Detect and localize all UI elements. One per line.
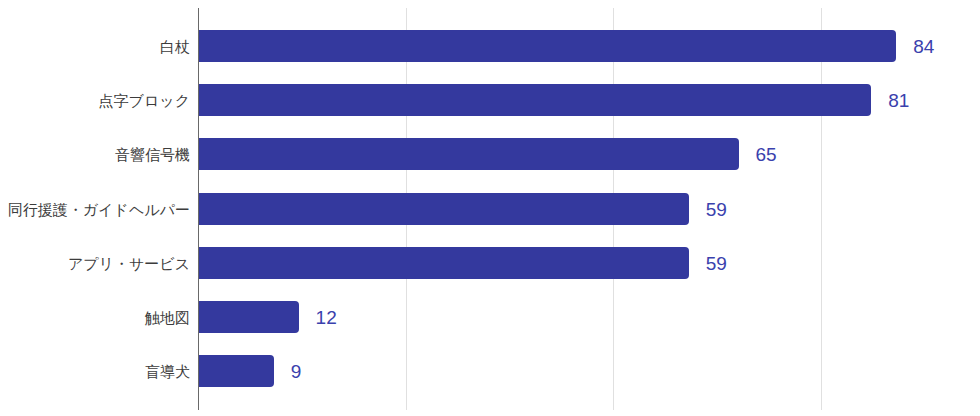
value-label: 65 [756,145,777,164]
bar [199,84,871,116]
category-label: 触地図 [0,309,190,324]
bar-chart: 白杖 84 点字ブロック 81 音響信号機 65 同行援護・ガイドヘルパー 59 アプリ・サービ… [0,0,980,416]
category-label: 白杖 [0,39,190,54]
x-gridline [821,8,822,410]
bar [199,301,299,333]
bar [199,138,739,170]
value-label: 12 [316,307,337,326]
category-label: 音響信号機 [0,147,190,162]
bar [199,193,689,225]
bar [199,30,896,62]
value-label: 9 [291,362,302,381]
category-label: アプリ・サービス [0,255,190,270]
value-label: 59 [706,199,727,218]
category-label: 盲導犬 [0,364,190,379]
bar [199,355,274,387]
plot-area: 白杖 84 点字ブロック 81 音響信号機 65 同行援護・ガイドヘルパー 59 アプリ・サービ… [0,0,980,416]
value-label: 84 [913,37,934,56]
category-label: 点字ブロック [0,93,190,108]
value-label: 59 [706,253,727,272]
category-label: 同行援護・ガイドヘルパー [0,201,190,216]
value-label: 81 [888,91,909,110]
bar [199,247,689,279]
